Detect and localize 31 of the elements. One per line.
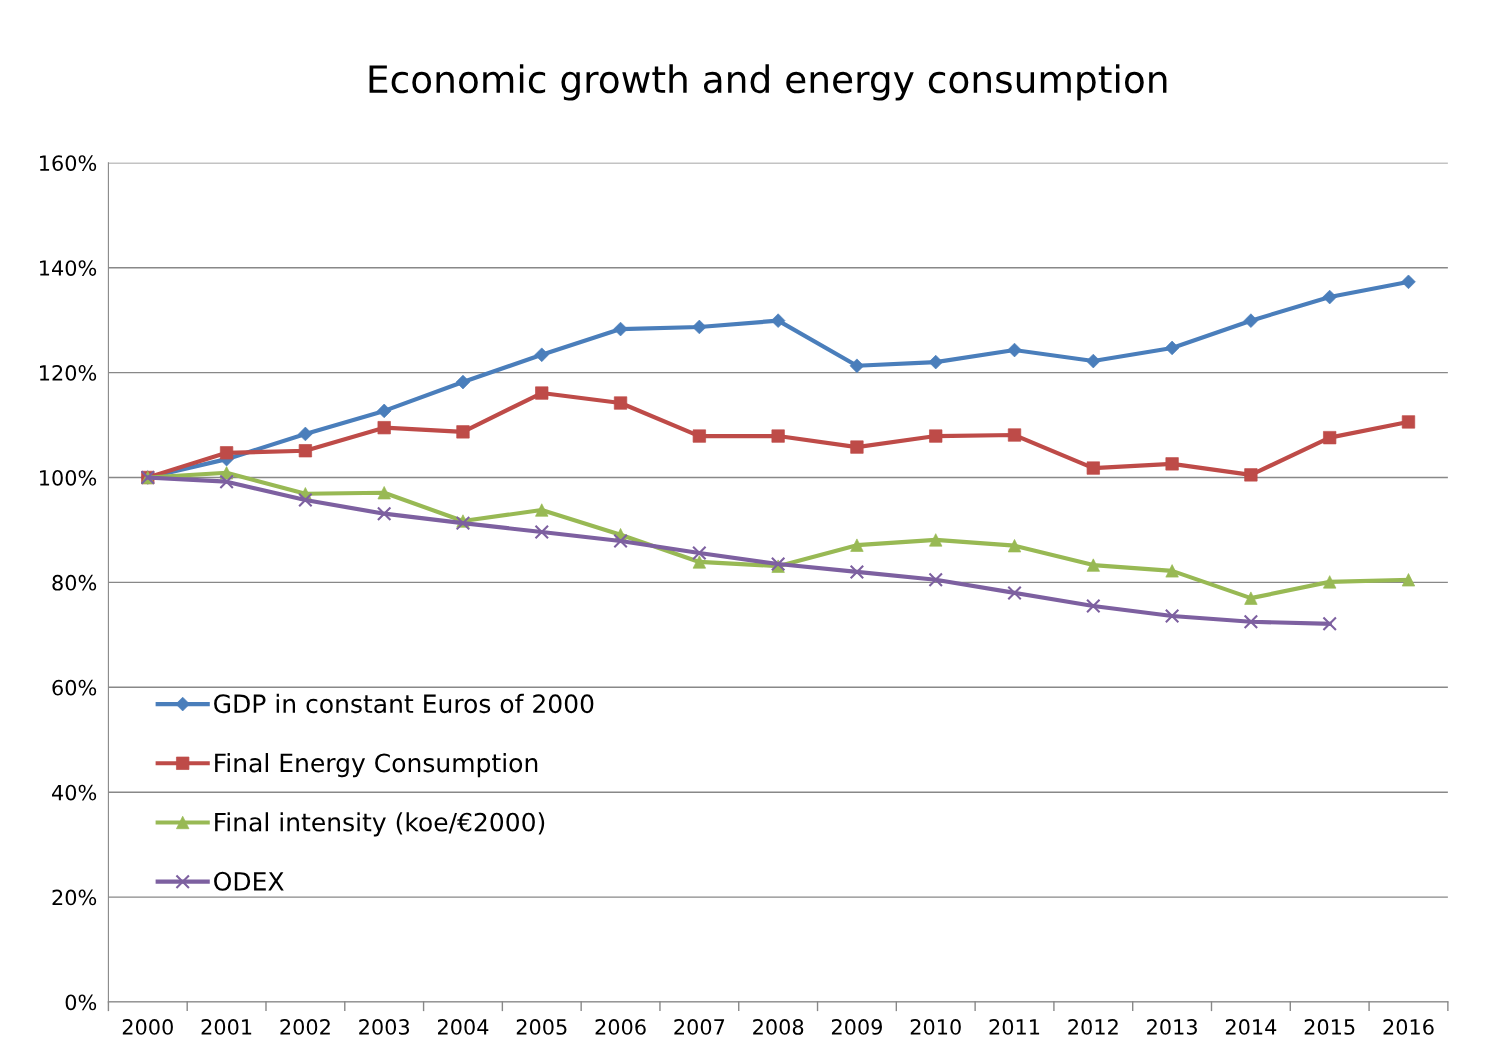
y-tick-label: 20% xyxy=(52,889,97,906)
x-tick-label: 2000 xyxy=(122,1019,173,1035)
x-tick-label: 2016 xyxy=(1383,1019,1434,1035)
x-tick-label: 2007 xyxy=(674,1019,725,1035)
x-tick-label: 2010 xyxy=(910,1019,961,1035)
x-tick-label: 2003 xyxy=(359,1019,410,1035)
x-tick-label: 2015 xyxy=(1304,1019,1355,1035)
chart-title: Economic growth and energy consumption xyxy=(369,64,1167,101)
y-tick-label: 60% xyxy=(52,679,97,696)
x-tick-label: 2005 xyxy=(516,1019,567,1035)
x-tick-label: 2009 xyxy=(831,1019,882,1035)
x-tick-label: 2014 xyxy=(1225,1019,1277,1035)
y-tick-label: 160% xyxy=(40,155,97,171)
y-tick-label: 0% xyxy=(65,994,97,1011)
legend-label: ODEX xyxy=(214,871,284,891)
legend-label: Final intensity (koe/€2000) xyxy=(215,812,545,837)
y-tick-label: 80% xyxy=(52,574,97,591)
x-tick-label: 2012 xyxy=(1068,1019,1118,1035)
y-tick-label: 100% xyxy=(40,469,97,486)
legend-label: Final Energy Consumption xyxy=(215,753,538,778)
x-tick-label: 2006 xyxy=(595,1019,646,1035)
legend-label: GDP in constant Euros of 2000 xyxy=(214,693,594,714)
y-tick-label: 120% xyxy=(40,365,97,381)
y-tick-label: 40% xyxy=(52,784,97,801)
x-tick-label: 2008 xyxy=(753,1019,804,1035)
x-tick-label: 2001 xyxy=(201,1019,252,1035)
x-tick-label: 2013 xyxy=(1147,1019,1197,1035)
x-tick-label: 2004 xyxy=(437,1019,489,1035)
y-tick-label: 140% xyxy=(40,260,97,276)
x-tick-label: 2011 xyxy=(989,1019,1040,1035)
x-tick-label: 2002 xyxy=(280,1019,330,1035)
